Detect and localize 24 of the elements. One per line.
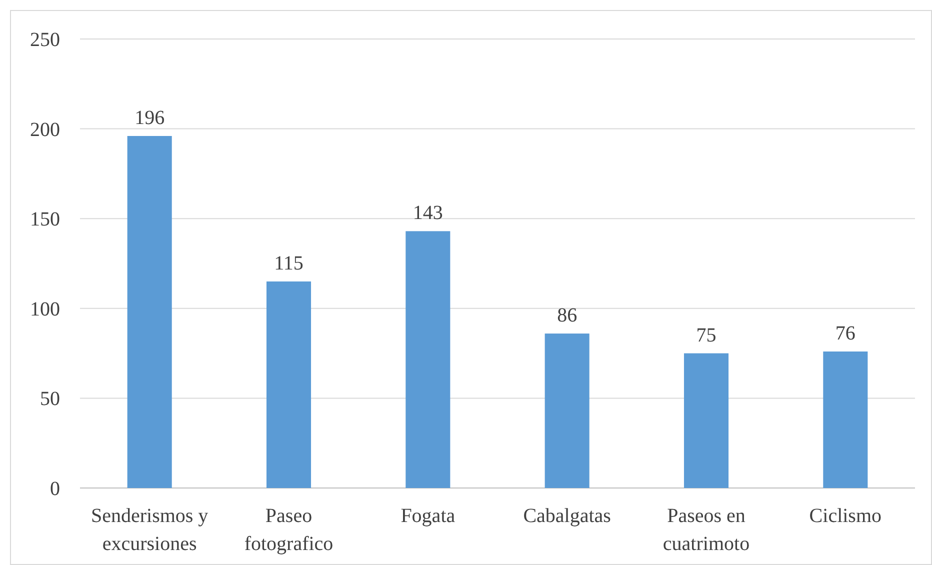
y-tick-label: 150 xyxy=(30,208,60,231)
bar xyxy=(544,334,590,488)
data-label: 76 xyxy=(835,322,856,345)
x-tick-label: Paseo fotografico xyxy=(244,505,334,555)
x-tick-label: Fogata xyxy=(400,505,456,527)
x-tick-label: Ciclismo xyxy=(809,505,882,527)
y-tick-label: 50 xyxy=(40,388,60,410)
data-label: 196 xyxy=(134,106,165,129)
y-tick-label: 200 xyxy=(30,118,60,141)
bar xyxy=(823,352,868,488)
x-tick-label: Senderismos y excursiones xyxy=(90,505,208,555)
y-tick-label: 0 xyxy=(50,478,60,500)
bar xyxy=(406,231,450,488)
bar xyxy=(266,281,312,488)
x-tick-label: Cabalgatas xyxy=(523,505,612,527)
data-label: 86 xyxy=(557,304,578,327)
y-tick-label: 100 xyxy=(30,298,60,320)
x-tick-label: Paseos en cuatrimoto xyxy=(662,505,750,555)
y-tick-label: 250 xyxy=(30,29,60,51)
data-label: 75 xyxy=(696,324,716,346)
bar xyxy=(127,136,172,488)
bar xyxy=(684,353,729,488)
data-label: 115 xyxy=(274,252,304,274)
data-label: 143 xyxy=(412,202,443,224)
